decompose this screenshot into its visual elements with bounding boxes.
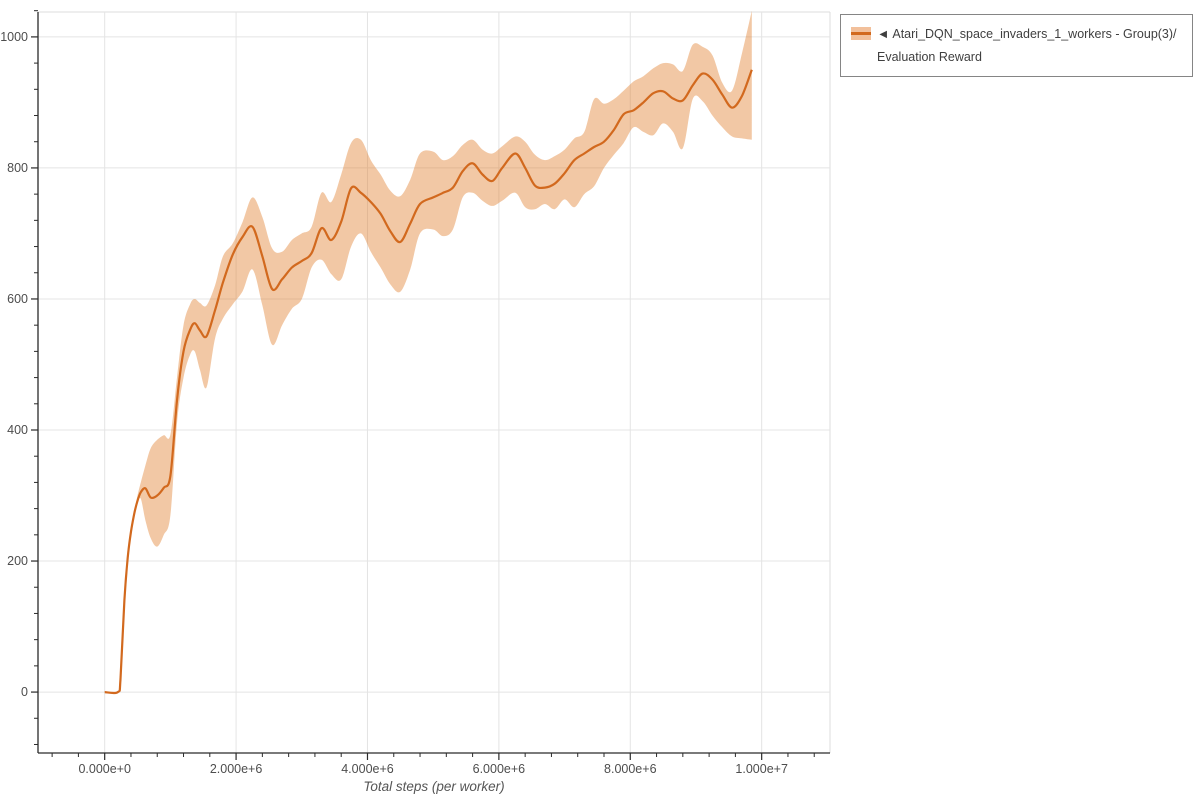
legend-box: ◄ Atari_DQN_space_invaders_1_workers - Gr… (840, 14, 1193, 77)
legend-swatch-line-icon (851, 32, 871, 35)
x-tick-label: 4.000e+6 (341, 762, 394, 776)
legend-item-series[interactable]: ◄ Atari_DQN_space_invaders_1_workers - Gr… (851, 23, 1182, 69)
y-tick-label: 0 (21, 685, 28, 699)
x-tick-label: 6.000e+6 (473, 762, 526, 776)
y-tick-label: 400 (7, 423, 28, 437)
x-tick-label: 0.000e+0 (78, 762, 131, 776)
x-axis-title: Total steps (per worker) (363, 779, 504, 794)
y-tick-label: 200 (7, 554, 28, 568)
collapse-triangle-icon: ◄ (877, 27, 890, 41)
legend-label-text: Atari_DQN_space_invaders_1_workers - Gro… (877, 27, 1177, 64)
y-tick-label: 800 (7, 161, 28, 175)
reward-band (104, 10, 752, 694)
legend-swatch (851, 27, 871, 40)
y-tick-label: 600 (7, 292, 28, 306)
legend-label: ◄ Atari_DQN_space_invaders_1_workers - Gr… (877, 23, 1182, 69)
reward-line (104, 69, 753, 695)
x-tick-label: 1.000e+7 (735, 762, 788, 776)
y-tick-label: 1000 (0, 30, 28, 44)
x-tick-label: 2.000e+6 (210, 762, 263, 776)
x-tick-label: 8.000e+6 (604, 762, 657, 776)
